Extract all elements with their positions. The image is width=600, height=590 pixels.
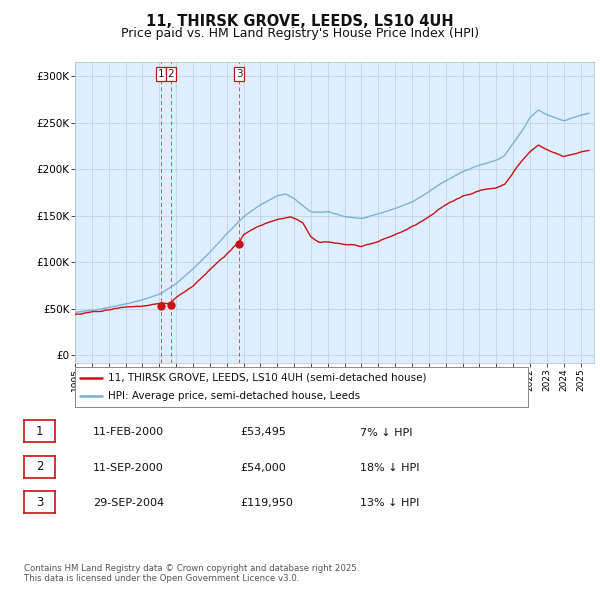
Text: 1: 1: [158, 69, 164, 79]
Text: £54,000: £54,000: [240, 463, 286, 473]
Text: 3: 3: [236, 69, 242, 79]
Text: £119,950: £119,950: [240, 499, 293, 508]
Text: 18% ↓ HPI: 18% ↓ HPI: [360, 463, 419, 473]
Text: 3: 3: [36, 496, 43, 509]
Text: 11-SEP-2000: 11-SEP-2000: [93, 463, 164, 473]
Text: 11, THIRSK GROVE, LEEDS, LS10 4UH: 11, THIRSK GROVE, LEEDS, LS10 4UH: [146, 14, 454, 29]
Text: 29-SEP-2004: 29-SEP-2004: [93, 499, 164, 508]
Text: Contains HM Land Registry data © Crown copyright and database right 2025.
This d: Contains HM Land Registry data © Crown c…: [24, 563, 359, 583]
Text: Price paid vs. HM Land Registry's House Price Index (HPI): Price paid vs. HM Land Registry's House …: [121, 27, 479, 40]
Text: 7% ↓ HPI: 7% ↓ HPI: [360, 428, 413, 437]
Text: 13% ↓ HPI: 13% ↓ HPI: [360, 499, 419, 508]
Text: 11-FEB-2000: 11-FEB-2000: [93, 428, 164, 437]
Text: £53,495: £53,495: [240, 428, 286, 437]
Text: HPI: Average price, semi-detached house, Leeds: HPI: Average price, semi-detached house,…: [107, 391, 360, 401]
Text: 11, THIRSK GROVE, LEEDS, LS10 4UH (semi-detached house): 11, THIRSK GROVE, LEEDS, LS10 4UH (semi-…: [107, 373, 426, 383]
Text: 2: 2: [168, 69, 175, 79]
Text: 1: 1: [36, 425, 43, 438]
Text: 2: 2: [36, 460, 43, 473]
